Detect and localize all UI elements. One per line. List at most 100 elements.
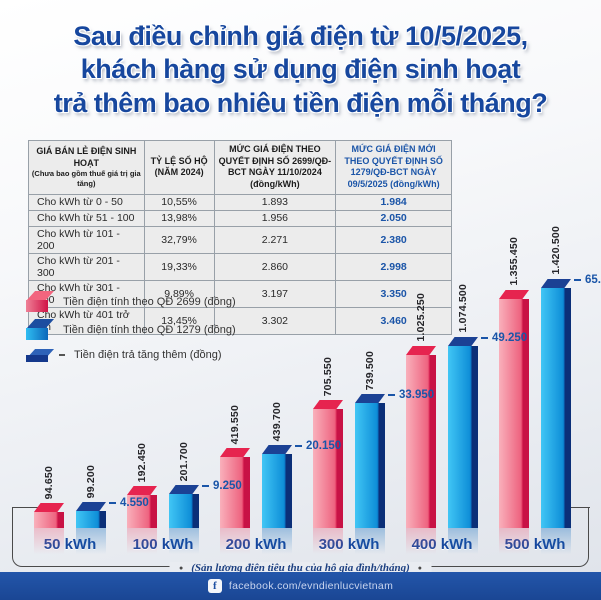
bar-old-value-label: 1.025.250 [415, 293, 427, 342]
col-header-tier: GIÁ BÁN LẺ ĐIỆN SINH HOẠT (Chưa bao gồm … [28, 140, 145, 195]
pink-bar-cap [34, 503, 64, 512]
cell-share: 10,55% [143, 193, 215, 211]
bar-old-price: 1.355.450 [499, 237, 529, 554]
pink-bar-cap [127, 486, 157, 495]
table-header-row: GIÁ BÁN LẺ ĐIỆN SINH HOẠT (Chưa bao gồm … [28, 140, 452, 195]
bar-group: 1.025.250 1.074.500 49.250 400 kWh [406, 284, 527, 554]
cell-share: 32,79% [143, 225, 215, 254]
col-header-old-price: MỨC GIÁ ĐIỆN THEO QUYẾT ĐỊNH SỐ 2699/QĐ-… [213, 140, 337, 195]
bar-new-price: 1.074.500 49.250 [448, 284, 527, 554]
increment-value-label: 33.950 [399, 389, 435, 401]
callout-dash-icon [295, 445, 302, 447]
legend-item: Tiền điện trả tăng thêm (đồng) [26, 347, 236, 362]
cell-new-price: 3.350 [335, 279, 452, 308]
pink-bar-face [406, 355, 436, 554]
blue-bar-face [448, 346, 478, 554]
bar-new-price: 739.500 33.950 [355, 351, 434, 554]
cell-old-price: 2.860 [213, 252, 337, 281]
blue-bar-cap [541, 279, 571, 288]
increment-value-label: 65.050 [585, 274, 601, 286]
bar-old-value-label: 192.450 [136, 442, 148, 482]
table-row: Cho kWh từ 201 - 300 19,33% 2.860 2.998 [28, 252, 452, 281]
col-header-household-share: TỶ LỆ SỐ HỘ (NĂM 2024) [143, 140, 215, 195]
bar-old-value-label: 419.550 [229, 404, 241, 444]
increment-value-label: 20.150 [306, 440, 342, 452]
facebook-link: facebook.com/evndienlucvietnam [228, 580, 394, 592]
cube-red-swatch-icon [26, 291, 55, 312]
pink-bar-face [220, 457, 250, 554]
x-axis-caption: (Sản lượng điện tiêu thụ của hộ gia đình… [169, 562, 432, 574]
legend-label: Tiền điện trả tăng thêm (đồng) [74, 348, 222, 361]
group-label: 200 kWh [225, 536, 287, 553]
legend-item: Tiền điện tính theo QĐ 2699 (đồng) [26, 291, 236, 312]
cell-old-price: 3.302 [213, 306, 337, 335]
bar-new-value-label: 201.700 [178, 441, 190, 481]
bar-group: 419.550 439.700 20.150 200 kWh [220, 401, 341, 554]
table-row: Cho kWh từ 0 - 50 10,55% 1.893 1.984 [28, 193, 452, 211]
cube-flat-swatch-icon [26, 347, 55, 362]
bar-old-price: 94.650 [34, 465, 64, 554]
bar-new-price: 201.700 9.250 [169, 441, 242, 554]
bar-old-price: 705.550 [313, 357, 343, 554]
blue-bar-cap [262, 445, 292, 454]
bar-new-price: 99.200 4.550 [76, 464, 149, 554]
title-line-2: khách hàng sử dụng điện sinh hoạt [80, 54, 521, 85]
cell-old-price: 1.956 [213, 209, 337, 227]
pink-bar-face [499, 299, 529, 554]
increment-callout: 9.250 [202, 480, 242, 492]
blue-bar-face [262, 454, 292, 554]
bracket-stub-left [11, 506, 48, 518]
table-row: Cho kWh từ 51 - 100 13,98% 1.956 2.050 [28, 209, 452, 227]
bar-old-value-label: 94.650 [43, 465, 55, 499]
blue-bar-face [355, 403, 385, 554]
col-header-tier-note: (Chưa bao gồm thuế giá trị gia tăng) [31, 169, 141, 189]
bar-new-price: 439.700 20.150 [262, 401, 341, 554]
chart-legend: Tiền điện tính theo QĐ 2699 (đồng) Tiền đ… [26, 291, 236, 362]
bar-new-value-label: 1.074.500 [457, 284, 469, 333]
pink-bar-cap [313, 400, 343, 409]
cell-old-price: 3.197 [213, 279, 337, 308]
col-header-new-price: MỨC GIÁ ĐIỆN MỚI THEO QUYẾT ĐỊNH SỐ 1279… [335, 140, 452, 195]
cube-blue-swatch-icon [26, 319, 55, 340]
title-line-3: trả thêm bao nhiêu tiền điện mỗi tháng? [53, 87, 548, 118]
bar-group: 94.650 99.200 4.550 50 kWh [34, 464, 149, 554]
callout-dash-icon [109, 502, 116, 504]
pink-bar-cap [220, 448, 250, 457]
increment-value-label: 4.550 [120, 497, 149, 509]
group-label: 400 kWh [411, 536, 473, 553]
table-row: Cho kWh từ 101 - 200 32,79% 2.271 2.380 [28, 225, 452, 254]
cell-share: 9,89% [143, 279, 215, 308]
bar-old-value-label: 1.355.450 [508, 237, 520, 286]
footer-bar: f facebook.com/evndienlucvietnam [0, 572, 601, 600]
pink-bar-cap [499, 290, 529, 299]
blue-bar-cap [355, 394, 385, 403]
group-label: 100 kWh [132, 536, 194, 553]
callout-dash-icon [388, 394, 395, 396]
pink-bar-face [313, 409, 343, 554]
blue-bar-face [169, 494, 199, 554]
increment-callout: 33.950 [388, 389, 434, 401]
bar-new-value-label: 439.700 [271, 401, 283, 441]
increment-callout: 49.250 [481, 332, 527, 344]
x-axis-bracket: (Sản lượng điện tiêu thụ của hộ gia đình… [11, 503, 590, 574]
bar-old-price: 192.450 [127, 442, 157, 554]
tick-icon [59, 353, 65, 356]
cell-share: 19,33% [143, 252, 215, 281]
increment-callout: 65.050 [574, 274, 601, 286]
bar-new-price: 1.420.500 65.050 [541, 226, 601, 554]
pink-bar-cap [406, 346, 436, 355]
group-label: 500 kWh [504, 536, 566, 553]
pink-bar-face [127, 495, 157, 554]
callout-dash-icon [574, 279, 581, 281]
legend-label: Tiền điện tính theo QĐ 1279 (đồng) [63, 323, 236, 336]
cell-new-price: 1.984 [335, 193, 452, 211]
bar-group: 1.355.450 1.420.500 65.050 500 kWh [499, 226, 601, 554]
bar-group: 192.450 201.700 9.250 100 kWh [127, 441, 242, 554]
increment-callout: 4.550 [109, 497, 149, 509]
bar-group: 705.550 739.500 33.950 300 kWh [313, 351, 434, 554]
legend-label: Tiền điện tính theo QĐ 2699 (đồng) [63, 295, 236, 308]
group-label: 300 kWh [318, 536, 380, 553]
bar-new-value-label: 99.200 [85, 464, 97, 498]
